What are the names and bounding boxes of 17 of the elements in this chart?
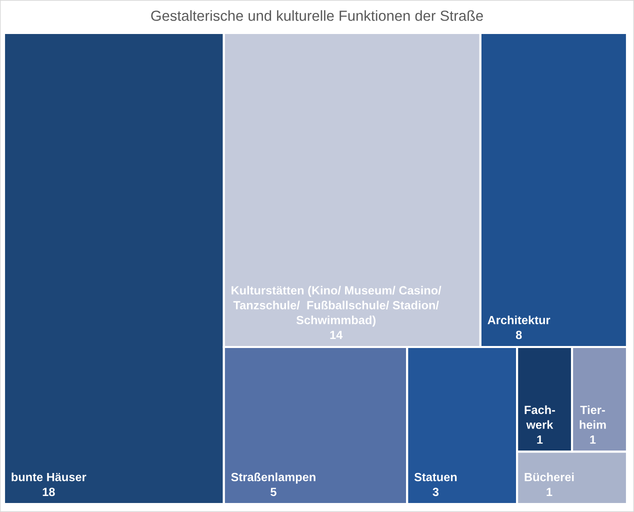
data-label: 5 [270,488,276,496]
data-label: 1 [546,488,552,496]
category-label: Fach- werk [524,405,556,429]
text: Gestalterische und kulturelle Funktionen der Straße [151,10,483,21]
category-label: Architektur [488,316,550,324]
data-label: 1 [537,436,543,444]
data-label: 3 [432,488,439,496]
data-label: 1 [590,436,596,444]
data-label: 14 [330,330,343,339]
data-label: 8 [516,330,522,340]
category-label: Tier- heim [580,405,606,429]
category-label: Straßenlampen [231,472,316,484]
category-label: Bücherei [524,472,574,482]
category-label: bunte Häuser [12,472,86,482]
data-label: 18 [42,488,55,496]
category-label: Kulturstätten (Kino/ Museum/ Casino/ Tanzschule/ Fußballschule/ Stadion/ Schwimmbad) [232,286,442,327]
category-label: Statuen [414,472,457,482]
